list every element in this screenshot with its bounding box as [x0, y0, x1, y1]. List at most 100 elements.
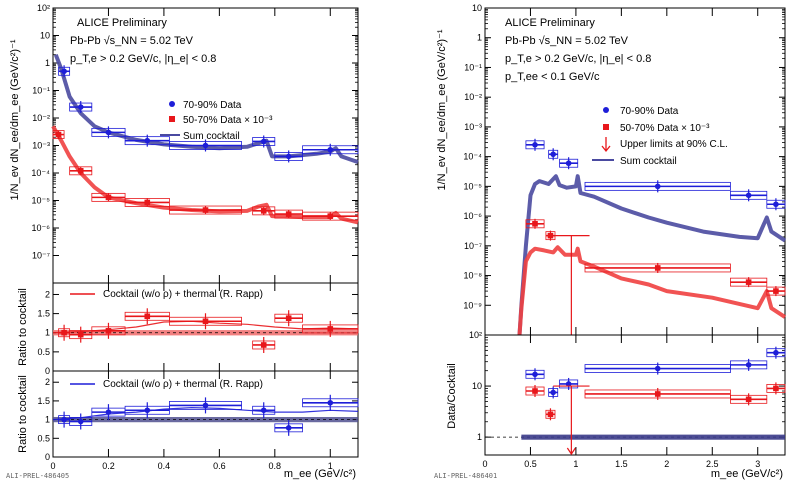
- lr1-point: [285, 315, 292, 321]
- rt-5070-point: [547, 232, 554, 239]
- rt-ylabel: 1/N_ev dN_ee/dm_ee (GeV/c²)⁻¹: [436, 29, 448, 190]
- lt-y-tick-label: 10⁻³: [32, 141, 50, 151]
- rr-7090-point: [532, 371, 538, 378]
- lt-7090-point: [202, 142, 209, 149]
- lt-y-tick-label: 10: [40, 31, 50, 41]
- rt-header-3: p_T,e > 0.2 GeV/c, |η_e| < 0.8: [505, 53, 651, 65]
- rt-7090-point: [532, 142, 538, 148]
- rt-5070-point: [532, 221, 538, 227]
- lr1-point: [144, 313, 151, 320]
- rr-5070-point: [654, 391, 661, 397]
- lr1-point: [61, 329, 67, 336]
- rt-legend-2: 50-70% Data × 10⁻³: [620, 123, 710, 134]
- lt-5070-point: [105, 194, 112, 201]
- lt-legend-marker-2: [169, 116, 175, 122]
- left-xlabel: m_ee (GeV/c²): [284, 468, 356, 480]
- lt-ylabel: 1/N_ev dN_ee/dm_ee (GeV/c²)⁻¹: [9, 39, 21, 200]
- lt-y-tick-label: 10⁻⁶: [32, 223, 51, 233]
- lr1-point: [327, 326, 334, 332]
- lt-header-2: Pb-Pb √s_NN = 5.02 TeV: [70, 35, 194, 47]
- lr2-point: [77, 418, 84, 425]
- lt-7090-point: [61, 68, 67, 75]
- lr2-point: [285, 425, 292, 431]
- rr-y-tick-label: 10²: [469, 330, 482, 340]
- lr1-point: [105, 328, 112, 334]
- right-ratio-frame: [484, 334, 786, 456]
- rt-7090-point: [654, 183, 661, 190]
- lr1-y-tick-label: 0: [45, 366, 50, 376]
- lr2-x-tick-label: 1: [328, 461, 333, 471]
- lt-7090-point: [285, 153, 292, 160]
- lr2-y-tick-label: 0.5: [37, 433, 50, 443]
- lr1-y-tick-label: 0.5: [37, 347, 50, 357]
- lr2-legend: Cocktail (w/o ρ) + thermal (R. Rapp): [103, 379, 263, 390]
- lr1-legend: Cocktail (w/o ρ) + thermal (R. Rapp): [103, 289, 263, 300]
- rt-7090-point: [550, 151, 556, 158]
- rr-y-tick-label: 10: [472, 381, 482, 391]
- lt-header-3: p_T,e > 0.2 GeV/c, |η_e| < 0.8: [70, 53, 216, 65]
- rr-y-tick-label: 1: [477, 432, 482, 442]
- right-ratio-panel: 1 10 10² 0 0.5 1 1.5 2 2.5 3 Data/Cocktail m_ee …: [446, 330, 786, 480]
- rt-cocktail-band-1: [517, 245, 787, 336]
- rr-x-tick-label: 0.5: [524, 459, 537, 469]
- left-ratio1-panel: 0 0.5 1 1.5 2 Cocktail (w/o ρ) + thermal (R.…: [17, 282, 359, 376]
- rr-7090-point: [565, 381, 572, 387]
- rr-5070-point: [532, 388, 538, 394]
- rr-x-tick-label: 2.5: [706, 459, 719, 469]
- rt-y-tick-label: 10: [472, 3, 482, 13]
- lr1-y-tick-label: 1: [45, 328, 50, 338]
- lr2-point: [144, 407, 151, 414]
- rt-cocktail-band-0: [517, 174, 787, 336]
- rt-y-tick-label: 1: [477, 33, 482, 43]
- rr-7090-point: [654, 365, 661, 372]
- lt-7090-point: [77, 104, 84, 110]
- rt-legend-marker-1: [603, 107, 609, 113]
- lt-7090-point: [105, 129, 112, 136]
- left-top-panel: 10⁻⁷ 10⁻⁶ 10⁻⁵ 10⁻⁴ 10⁻³ 10⁻² 10⁻¹ 1 10 10² ALICE…: [9, 3, 359, 284]
- lt-legend-3: Sum cocktail: [183, 131, 240, 142]
- lt-legend-2: 50-70% Data × 10⁻³: [183, 115, 273, 126]
- lt-header-1: ALICE Preliminary: [77, 17, 167, 29]
- rt-legend-1: 70-90% Data: [620, 106, 679, 117]
- lt-legend-marker-1: [169, 101, 175, 107]
- lr2-y-tick-label: 0: [45, 452, 50, 462]
- lt-y-tick-label: 10⁻²: [32, 113, 50, 123]
- rt-header-4: p_T,ee < 0.1 GeV/c: [505, 71, 600, 83]
- rr-7090-point: [550, 389, 556, 396]
- rt-y-tick-label: 10⁻⁷: [464, 241, 482, 251]
- rt-y-tick-label: 10⁻¹: [464, 62, 482, 72]
- lr2-x-tick-label: 0: [50, 461, 55, 471]
- rr-cocktail-band: [521, 434, 785, 440]
- rt-y-tick-label: 10⁻²: [464, 92, 482, 102]
- lr2-point: [327, 399, 334, 406]
- lr1-ylabel: Ratio to cocktail: [17, 288, 29, 366]
- rr-5070-point: [745, 396, 752, 403]
- lr2-point: [260, 407, 267, 414]
- rr-ylabel: Data/Cocktail: [446, 363, 458, 428]
- lr1-point: [77, 331, 84, 338]
- lr2-y-tick-label: 2: [45, 377, 50, 387]
- rt-y-tick-label: 10⁻⁴: [463, 152, 482, 162]
- lt-y-tick-label: 10²: [37, 3, 50, 13]
- lt-5070-point: [260, 208, 267, 214]
- lr2-ylabel: Ratio to cocktail: [17, 375, 29, 453]
- right-xlabel: m_ee (GeV/c²): [711, 468, 783, 480]
- rt-7090-point: [745, 192, 752, 199]
- lt-y-tick-label: 10⁻⁴: [31, 168, 50, 178]
- right-top-panel: 10⁻⁹10⁻⁸10⁻⁷10⁻⁶10⁻⁵10⁻⁴10⁻³10⁻²10⁻¹110 …: [436, 3, 787, 336]
- rt-legend-marker-2: [603, 124, 609, 130]
- lt-5070-point: [144, 199, 151, 206]
- lr2-x-tick-label: 0.2: [102, 461, 115, 471]
- rt-legend-marker-3: [601, 137, 611, 153]
- rt-5070-point: [773, 288, 779, 294]
- rr-x-tick-label: 1: [573, 459, 578, 469]
- lt-5070-point: [285, 211, 292, 217]
- lr1-point: [260, 342, 267, 348]
- lt-7090-point: [327, 146, 334, 153]
- rt-header-1: ALICE Preliminary: [505, 17, 595, 29]
- lt-5070-point: [55, 131, 62, 138]
- lt-7090-point: [260, 138, 267, 145]
